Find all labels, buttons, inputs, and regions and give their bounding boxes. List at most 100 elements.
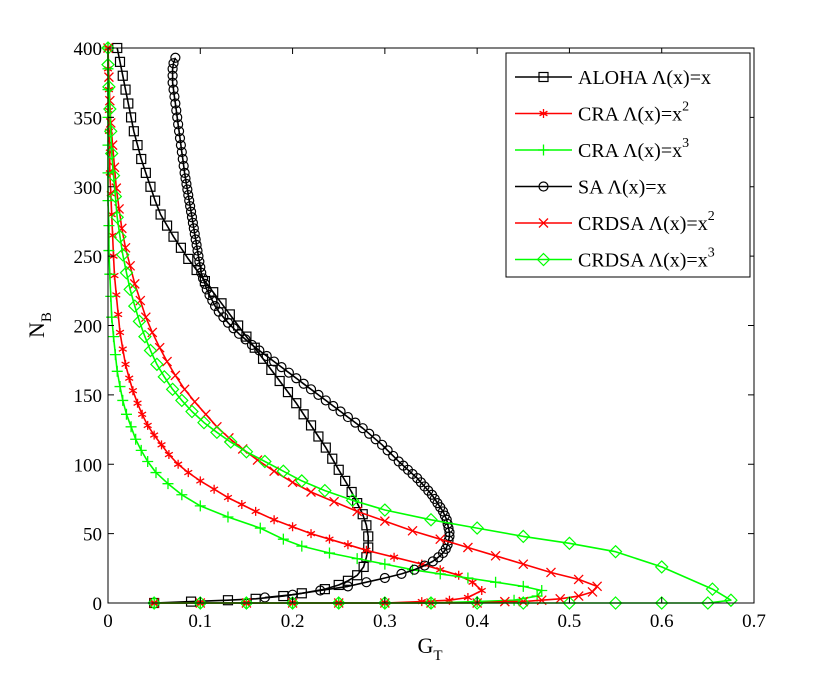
data-point-asterisk	[157, 440, 166, 450]
data-point-square	[358, 561, 369, 573]
data-point-asterisk	[196, 476, 205, 486]
data-point-circle	[350, 417, 361, 428]
data-point-circle	[228, 323, 239, 334]
data-point-diamond	[654, 560, 669, 574]
data-point-square	[352, 570, 363, 581]
axes-layer: 0 0.1 0.2 0.3 0.4 0.5 0.6 0.7 0 50 100 150 200 250 300…	[74, 39, 766, 632]
data-point-x	[140, 312, 151, 323]
data-point-asterisk	[343, 540, 353, 550]
data-point-x	[352, 506, 363, 517]
data-point-circle	[168, 58, 179, 69]
data-point-circle	[364, 428, 375, 439]
data-point-x	[435, 534, 446, 545]
data-point-circle	[291, 373, 302, 384]
data-point-plus	[120, 408, 132, 420]
data-point-asterisk	[164, 450, 174, 460]
data-point-circle	[396, 568, 407, 579]
series-circle	[167, 52, 455, 603]
data-point-diamond	[701, 596, 715, 610]
data-point-square	[291, 398, 302, 409]
data-point-diamond	[608, 544, 623, 559]
data-point-square	[346, 486, 357, 498]
data-point-x	[592, 581, 603, 592]
y-tick-label: 50	[83, 525, 102, 546]
data-point-asterisk	[325, 534, 334, 544]
data-point-x	[518, 596, 529, 607]
data-point-square	[274, 375, 285, 387]
data-point-plus	[111, 365, 123, 377]
data-point-square	[132, 140, 143, 151]
data-point-plus	[536, 585, 548, 597]
data-point-x	[107, 140, 118, 151]
legend-label: CRA Λ(x)=x2	[578, 100, 689, 126]
data-point-square	[313, 431, 324, 442]
legend-label-text: CRA Λ(x)=x	[578, 104, 682, 126]
data-point-asterisk	[112, 290, 121, 300]
data-point-plus	[323, 547, 335, 559]
data-point-plus	[162, 478, 174, 490]
data-point-circle	[313, 389, 324, 400]
data-point-diamond	[108, 189, 123, 204]
data-point-square	[361, 520, 372, 531]
data-point-diamond	[470, 521, 484, 535]
data-point-circle	[393, 456, 404, 467]
data-point-circle	[185, 201, 196, 212]
data-point-plus	[142, 455, 154, 467]
data-point-circle	[370, 434, 381, 445]
data-point-asterisk	[121, 359, 130, 369]
data-point-x	[135, 295, 146, 306]
data-point-x	[109, 162, 120, 173]
data-point-square	[340, 475, 351, 486]
data-point-diamond	[193, 596, 208, 610]
data-point-circle	[173, 119, 184, 130]
y-tick-label: 250	[74, 247, 103, 268]
data-point-square	[168, 231, 179, 242]
data-point-circle	[246, 339, 258, 351]
data-point-asterisk	[306, 529, 316, 539]
data-point-square	[320, 442, 331, 453]
data-point-diamond	[127, 299, 142, 313]
series-line-plus	[107, 48, 543, 604]
data-point-diamond	[102, 80, 116, 94]
data-point-plus	[117, 394, 129, 406]
data-point-plus	[108, 331, 120, 343]
data-point-circle	[168, 84, 179, 95]
data-point-x	[170, 370, 181, 381]
data-point-square	[128, 126, 139, 137]
y-tick-label: 400	[74, 39, 103, 60]
x-tick-label: 0.4	[465, 611, 489, 632]
data-point-circle	[176, 146, 187, 158]
data-point-circle	[305, 384, 317, 395]
data-point-circle	[209, 300, 221, 312]
data-point-circle	[342, 411, 354, 423]
y-tick-label: 350	[74, 108, 103, 129]
data-point-circle	[213, 306, 224, 317]
data-point-circle	[191, 239, 202, 251]
data-point-asterisk	[251, 506, 260, 516]
legend-item: CRDSA Λ(x)=x3	[515, 246, 715, 272]
data-point-asterisk	[362, 545, 371, 555]
data-point-x	[287, 477, 298, 488]
data-point-square	[183, 253, 194, 264]
series-plus	[102, 42, 548, 609]
data-point-diamond	[185, 404, 199, 419]
data-point-square	[333, 464, 344, 475]
data-point-plus	[490, 576, 502, 588]
data-point-circle	[204, 289, 215, 301]
data-point-x	[111, 183, 122, 194]
data-point-circle	[361, 577, 372, 588]
data-point-plus	[130, 433, 142, 445]
data-point-circle	[192, 245, 203, 256]
data-point-diamond	[102, 102, 117, 116]
data-point-diamond	[378, 596, 392, 610]
data-point-x	[189, 396, 200, 407]
data-point-circle	[197, 273, 209, 284]
data-point-asterisk	[209, 484, 219, 494]
data-point-circle	[174, 133, 186, 144]
data-point-plus	[103, 220, 115, 232]
data-point-asterisk	[133, 398, 142, 408]
legend-label: SA Λ(x)=x	[578, 177, 667, 199]
data-point-square	[114, 56, 126, 67]
data-point-plus	[254, 522, 266, 534]
